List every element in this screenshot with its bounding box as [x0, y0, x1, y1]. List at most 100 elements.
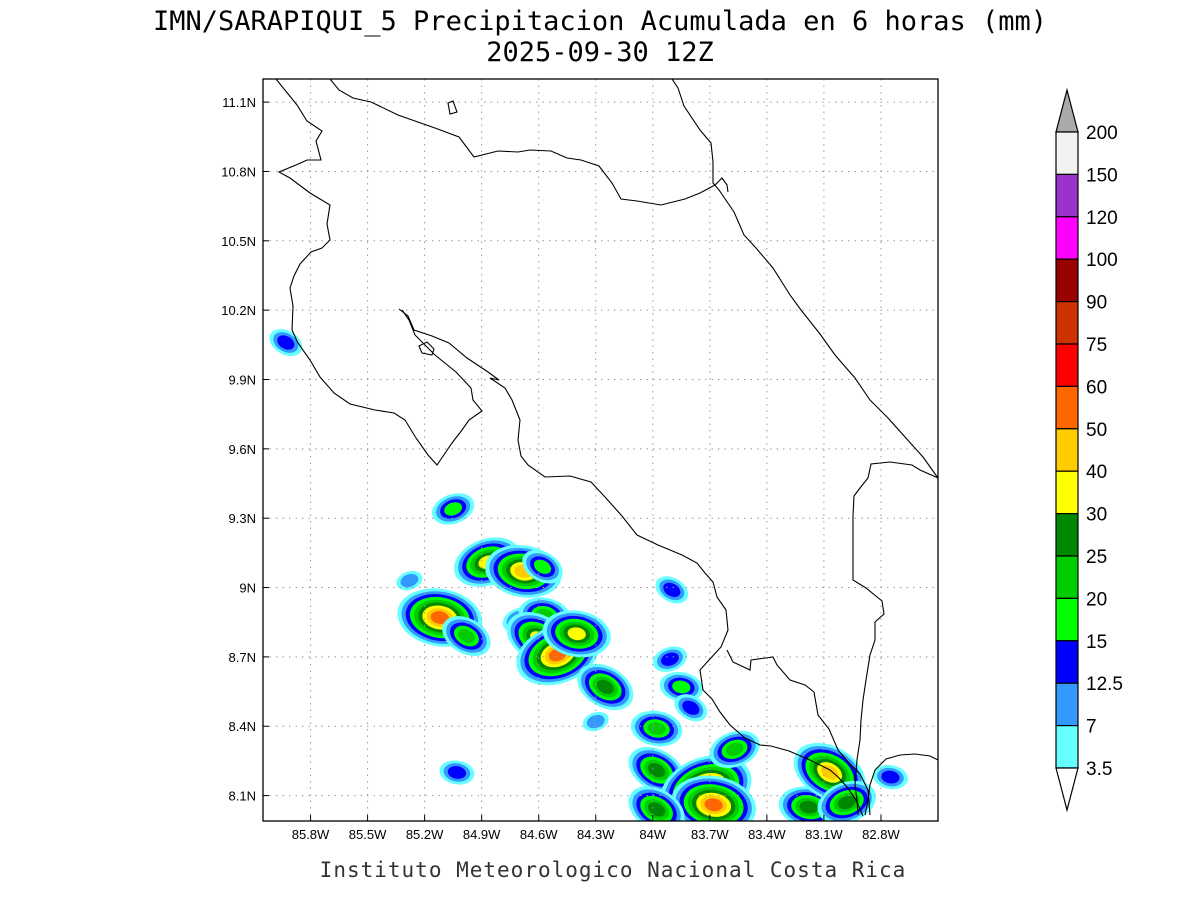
- map-plot-area: [263, 79, 938, 821]
- colorbar-swatch: [1055, 428, 1079, 472]
- colorbar-level-label: 25: [1086, 547, 1107, 568]
- colorbar-level-label: 30: [1086, 505, 1107, 526]
- precip-cell: [432, 493, 475, 525]
- precipitation-colorbar: 3.5 7 12.5 15 20 25 30 40 50 60 75 90 100 120 150 200: [1055, 87, 1123, 813]
- precip-cell: [516, 623, 600, 686]
- map-title: IMN/SARAPIQUI_5 Precipitacion Acumulada …: [153, 6, 1047, 37]
- colorbar-swatch: [1055, 597, 1079, 642]
- map-frame: [262, 78, 939, 822]
- precip-contour-level: [586, 714, 605, 729]
- precip-contour-level: [682, 700, 700, 715]
- colorbar-level-label: 40: [1086, 462, 1107, 483]
- lon-tick-label: 85.2W: [406, 827, 444, 842]
- precip-contour-level: [837, 795, 856, 810]
- lat-tick-label: 10.8N: [221, 164, 256, 179]
- precip-cell: [671, 775, 757, 821]
- lat-tick-label: 11.1N: [222, 95, 256, 110]
- precip-cell: [817, 780, 876, 821]
- colorbar-swatch: [1055, 682, 1079, 727]
- panama-coast-south: [864, 753, 938, 816]
- lon-tick-label: 83.1W: [805, 827, 843, 842]
- lat-tick-label: 9.6N: [229, 442, 256, 457]
- coastline-borders: [275, 79, 938, 817]
- precip-cell: [709, 730, 760, 769]
- lon-tick-label: 84.6W: [520, 827, 558, 842]
- precip-cell: [542, 610, 611, 658]
- precip-cell: [396, 570, 423, 591]
- colorbar-swatch: [1055, 555, 1079, 600]
- precip-cell: [873, 764, 908, 790]
- gulf-islet: [418, 341, 435, 356]
- lon-tick-label: 83.4W: [748, 827, 786, 842]
- map-subtitle-date: 2025-09-30 12Z: [486, 37, 714, 68]
- colorbar-level-label: 75: [1086, 335, 1107, 356]
- colorbar-level-label: 200: [1086, 123, 1118, 144]
- colorbar-swatch: [1055, 301, 1079, 345]
- lon-tick-label: 84W: [639, 827, 666, 842]
- lon-tick-label: 85.8W: [292, 827, 330, 842]
- precip-cell: [674, 694, 708, 722]
- colorbar-swatch: [1055, 640, 1079, 684]
- colorbar-level-label: 7: [1086, 717, 1097, 738]
- precipitation-field: [269, 328, 908, 821]
- lat-tick-label: 9.9N: [229, 372, 256, 387]
- colorbar-level-label: 3.5: [1086, 759, 1112, 780]
- caribbean-coastline: [671, 79, 938, 479]
- precip-cell: [655, 576, 689, 604]
- nicaragua-border: [329, 79, 729, 206]
- precip-contour-level: [648, 802, 666, 817]
- precip-contour-level: [400, 573, 419, 588]
- precip-contour-level: [663, 582, 681, 597]
- latitude-tick-labels: 8.1N 8.4N 8.7N 9N 9.3N 9.6N 9.9N 10.2N 10.5N 10.8…: [221, 95, 256, 803]
- colorbar-level-label: 150: [1086, 165, 1118, 186]
- precip-contour-level: [596, 679, 614, 695]
- precip-cell: [659, 671, 703, 702]
- colorbar-under-arrow-icon: [1055, 767, 1079, 813]
- nicoya-gulf-coast: [398, 308, 864, 817]
- colorbar-level-label: 60: [1086, 377, 1107, 398]
- lat-tick-label: 9N: [239, 581, 256, 596]
- colorbar-swatch: [1055, 258, 1079, 303]
- lat-tick-label: 10.5N: [221, 234, 256, 249]
- nicaragua-lake-islet: [447, 100, 458, 115]
- colorbar-level-label: 120: [1086, 208, 1118, 229]
- precip-contour-level: [647, 722, 666, 735]
- colorbar-level-label: 50: [1086, 420, 1107, 441]
- precip-contour-level: [567, 627, 586, 641]
- colorbar-swatch: [1055, 173, 1079, 218]
- precip-contour-level: [430, 611, 449, 624]
- colorbar-level-label: 15: [1086, 632, 1107, 653]
- precip-cell: [577, 663, 634, 711]
- colorbar-swatch: [1055, 385, 1079, 430]
- colorbar-level-label: 100: [1086, 250, 1118, 271]
- precip-cell: [439, 760, 475, 785]
- colorbar-level-label: 90: [1086, 293, 1107, 314]
- precip-contour-level: [277, 335, 295, 350]
- lon-tick-label: 83.7W: [691, 827, 729, 842]
- colorbar-swatch: [1055, 343, 1079, 388]
- precip-contour-level: [648, 763, 666, 778]
- precip-cell: [630, 710, 683, 747]
- precip-contour-level: [457, 628, 476, 644]
- colorbar-swatch: [1055, 512, 1079, 557]
- precip-contour-level: [821, 765, 839, 780]
- colorbar-level-label: 20: [1086, 589, 1107, 610]
- precip-contour-level: [799, 800, 818, 814]
- colorbar-swatch: [1055, 216, 1079, 260]
- precip-contour-level: [704, 798, 723, 812]
- precip-contour-level: [447, 766, 467, 779]
- lon-tick-label: 85.5W: [349, 827, 387, 842]
- precip-contour-level: [672, 680, 691, 694]
- precip-cell: [442, 616, 491, 657]
- lat-tick-label: 9.3N: [229, 511, 256, 526]
- precip-contour-level: [444, 502, 463, 516]
- institution-credit: Instituto Meteorologico Nacional Costa R…: [320, 858, 907, 882]
- lat-tick-label: 8.1N: [229, 789, 256, 804]
- panama-border-north: [852, 461, 938, 816]
- precip-contour-level: [725, 742, 744, 757]
- lat-tick-label: 8.4N: [229, 719, 256, 734]
- lon-tick-label: 84.9W: [463, 827, 501, 842]
- pacific-coastline-north: [275, 79, 483, 466]
- colorbar-swatch: [1055, 131, 1079, 176]
